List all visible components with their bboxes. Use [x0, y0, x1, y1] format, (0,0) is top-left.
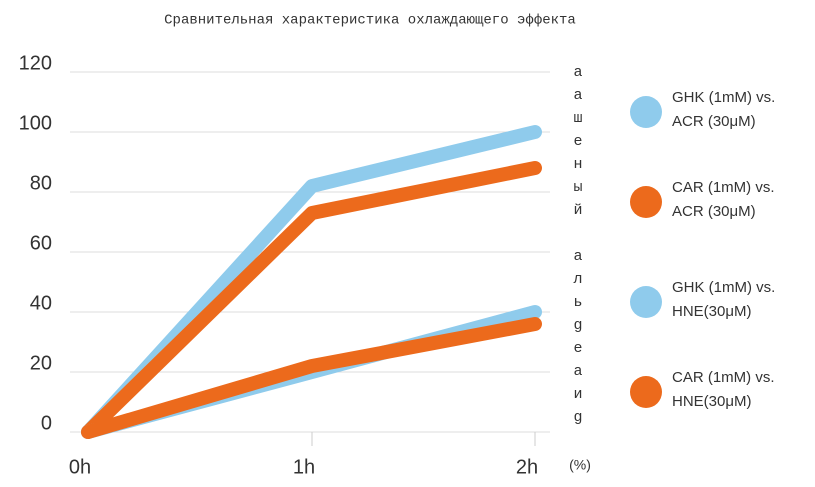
- chart-title: Сравнительная характеристика охлаждающег…: [164, 13, 576, 29]
- y-tick-label: 60: [30, 232, 52, 254]
- legend-marker: [630, 376, 662, 408]
- legend-marker: [630, 186, 662, 218]
- legend-label: CAR (1mM) vs. HNE(30μM): [672, 369, 775, 410]
- y-tick-label: 0: [41, 412, 52, 434]
- series-line: [81, 161, 542, 439]
- y-tick-label: 100: [19, 112, 52, 134]
- x-tick-label: 0h: [69, 456, 91, 478]
- y-tick-label: 80: [30, 172, 52, 194]
- legend-marker: [630, 286, 662, 318]
- x-tick-label: 2h: [516, 456, 538, 478]
- legend-label: CAR (1mM) vs. ACR (30μM): [672, 179, 775, 220]
- series-line: [81, 317, 542, 439]
- legend-label: GHK (1mM) vs. ACR (30μM): [672, 89, 776, 130]
- y-axis-unit: (%): [569, 457, 591, 473]
- legend-label: GHK (1mM) vs. HNE(30μM): [672, 279, 776, 320]
- y-tick-label: 120: [19, 52, 52, 74]
- y-tick-label: 20: [30, 352, 52, 374]
- x-tick-label: 1h: [293, 456, 315, 478]
- legend-marker: [630, 96, 662, 128]
- y-tick-label: 40: [30, 292, 52, 314]
